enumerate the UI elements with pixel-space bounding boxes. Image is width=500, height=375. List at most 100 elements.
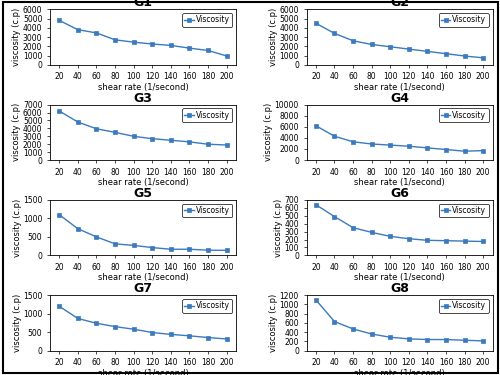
Line: Viscosity: Viscosity <box>314 124 486 153</box>
Viscosity <box>205 248 211 252</box>
Y-axis label: viscosity (c.p): viscosity (c.p) <box>274 198 283 257</box>
Y-axis label: viscosity (c.p): viscosity (c.p) <box>12 294 22 352</box>
Viscosity <box>150 330 156 335</box>
Viscosity <box>480 148 486 153</box>
Viscosity <box>130 134 136 139</box>
Viscosity <box>424 238 430 243</box>
Viscosity <box>406 337 412 341</box>
Viscosity <box>75 316 81 321</box>
Viscosity <box>94 126 100 131</box>
Viscosity <box>350 225 356 230</box>
Viscosity <box>130 40 136 44</box>
Viscosity <box>186 140 192 144</box>
Viscosity <box>462 54 468 58</box>
Viscosity <box>368 42 374 47</box>
Viscosity <box>130 243 136 248</box>
X-axis label: shear rate (1/second): shear rate (1/second) <box>354 83 445 92</box>
X-axis label: shear rate (1/second): shear rate (1/second) <box>354 273 445 282</box>
Viscosity <box>406 47 412 51</box>
Viscosity <box>205 48 211 53</box>
Viscosity <box>112 38 118 42</box>
Viscosity <box>387 143 393 147</box>
Viscosity <box>224 248 230 253</box>
Viscosity <box>406 144 412 148</box>
Viscosity <box>224 337 230 341</box>
Viscosity <box>462 149 468 153</box>
Viscosity <box>75 226 81 231</box>
Viscosity <box>94 321 100 326</box>
Viscosity <box>350 327 356 331</box>
Viscosity <box>186 247 192 252</box>
Viscosity <box>368 230 374 235</box>
Legend: Viscosity: Viscosity <box>438 108 488 122</box>
Line: Viscosity: Viscosity <box>314 21 486 60</box>
X-axis label: shear rate (1/second): shear rate (1/second) <box>98 178 188 187</box>
Legend: Viscosity: Viscosity <box>182 299 232 313</box>
Legend: Viscosity: Viscosity <box>182 204 232 218</box>
X-axis label: shear rate (1/second): shear rate (1/second) <box>98 83 188 92</box>
Viscosity <box>150 136 156 141</box>
Viscosity <box>387 335 393 339</box>
Viscosity <box>332 31 338 36</box>
Viscosity <box>168 138 174 142</box>
Line: Viscosity: Viscosity <box>57 109 228 147</box>
Viscosity <box>368 142 374 146</box>
Viscosity <box>462 338 468 342</box>
Viscosity <box>480 339 486 343</box>
Line: Viscosity: Viscosity <box>57 213 228 252</box>
Viscosity <box>205 335 211 340</box>
Viscosity <box>443 337 449 342</box>
Title: G5: G5 <box>134 187 152 200</box>
Viscosity <box>112 324 118 329</box>
Viscosity <box>313 21 319 26</box>
Viscosity <box>480 239 486 244</box>
Viscosity <box>150 42 156 46</box>
Legend: Viscosity: Viscosity <box>438 13 488 27</box>
Line: Viscosity: Viscosity <box>314 298 486 343</box>
Viscosity <box>112 130 118 135</box>
Viscosity <box>56 18 62 23</box>
Viscosity <box>443 51 449 56</box>
Viscosity <box>313 298 319 302</box>
Viscosity <box>443 147 449 152</box>
Viscosity <box>150 245 156 250</box>
Title: G7: G7 <box>134 282 152 295</box>
Viscosity <box>406 237 412 241</box>
Legend: Viscosity: Viscosity <box>438 299 488 313</box>
Title: G3: G3 <box>134 92 152 105</box>
Viscosity <box>332 214 338 219</box>
Viscosity <box>75 120 81 124</box>
Viscosity <box>332 319 338 324</box>
X-axis label: shear rate (1/second): shear rate (1/second) <box>354 178 445 187</box>
Viscosity <box>112 242 118 246</box>
Viscosity <box>56 109 62 113</box>
Viscosity <box>186 46 192 50</box>
Viscosity <box>56 304 62 309</box>
Viscosity <box>424 337 430 342</box>
Y-axis label: viscosity (c.p): viscosity (c.p) <box>12 198 22 257</box>
Y-axis label: viscosity (c.p): viscosity (c.p) <box>269 8 278 66</box>
Title: G6: G6 <box>390 187 409 200</box>
Viscosity <box>168 43 174 48</box>
Y-axis label: viscosity (c.p): viscosity (c.p) <box>12 103 22 162</box>
Viscosity <box>462 239 468 243</box>
Title: G8: G8 <box>390 282 409 295</box>
Viscosity <box>186 334 192 338</box>
Legend: Viscosity: Viscosity <box>182 108 232 122</box>
Viscosity <box>94 31 100 35</box>
Viscosity <box>350 39 356 43</box>
Title: G1: G1 <box>134 0 152 9</box>
Viscosity <box>387 45 393 49</box>
Viscosity <box>350 140 356 144</box>
Viscosity <box>387 234 393 238</box>
Legend: Viscosity: Viscosity <box>182 13 232 27</box>
Viscosity <box>443 238 449 243</box>
X-axis label: shear rate (1/second): shear rate (1/second) <box>98 273 188 282</box>
Viscosity <box>56 213 62 217</box>
Viscosity <box>168 247 174 252</box>
Line: Viscosity: Viscosity <box>57 304 228 341</box>
Y-axis label: viscosity (c.p): viscosity (c.p) <box>12 8 22 66</box>
X-axis label: shear rate (1/second): shear rate (1/second) <box>354 369 445 375</box>
Y-axis label: viscosity (c.p): viscosity (c.p) <box>264 103 274 162</box>
Viscosity <box>168 332 174 337</box>
